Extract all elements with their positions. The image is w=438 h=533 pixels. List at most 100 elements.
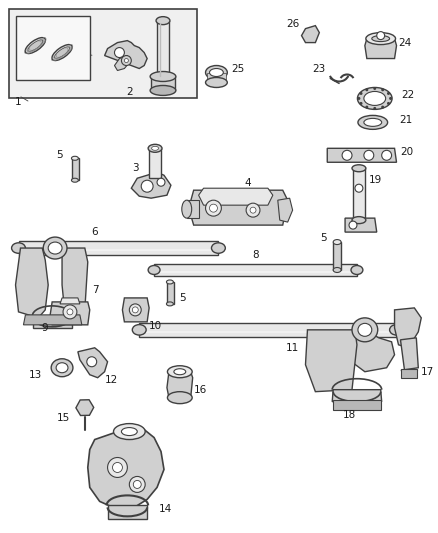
- Ellipse shape: [351, 265, 363, 274]
- Text: 18: 18: [343, 410, 356, 419]
- Polygon shape: [88, 427, 164, 510]
- Ellipse shape: [150, 85, 176, 95]
- Ellipse shape: [209, 69, 223, 77]
- Text: 25: 25: [231, 63, 244, 74]
- Polygon shape: [327, 148, 396, 162]
- Circle shape: [121, 55, 131, 66]
- Ellipse shape: [148, 144, 162, 152]
- Circle shape: [342, 150, 352, 160]
- Circle shape: [373, 107, 376, 110]
- Circle shape: [129, 304, 141, 316]
- Text: 9: 9: [42, 323, 48, 333]
- Ellipse shape: [212, 243, 225, 253]
- Ellipse shape: [166, 302, 173, 306]
- Circle shape: [129, 477, 145, 492]
- Ellipse shape: [333, 239, 341, 245]
- Circle shape: [373, 87, 376, 90]
- Polygon shape: [301, 26, 319, 43]
- Polygon shape: [278, 198, 293, 222]
- Polygon shape: [167, 372, 193, 398]
- Circle shape: [67, 309, 73, 315]
- Ellipse shape: [182, 200, 192, 218]
- Text: 3: 3: [133, 163, 139, 173]
- Text: 24: 24: [399, 38, 412, 47]
- Ellipse shape: [71, 156, 78, 160]
- Ellipse shape: [352, 216, 366, 224]
- Polygon shape: [122, 298, 149, 322]
- Circle shape: [389, 97, 392, 100]
- Polygon shape: [187, 200, 198, 218]
- Circle shape: [141, 180, 153, 192]
- Circle shape: [377, 31, 385, 39]
- Ellipse shape: [148, 265, 160, 274]
- Text: 14: 14: [159, 504, 172, 514]
- Bar: [333, 242, 341, 270]
- Ellipse shape: [358, 116, 388, 130]
- Text: 21: 21: [399, 115, 413, 125]
- Polygon shape: [18, 241, 219, 255]
- Circle shape: [157, 178, 165, 186]
- Bar: [167, 282, 174, 304]
- Circle shape: [205, 200, 221, 216]
- Ellipse shape: [132, 325, 146, 335]
- Ellipse shape: [358, 324, 372, 336]
- Polygon shape: [365, 38, 396, 59]
- Text: 26: 26: [286, 19, 300, 29]
- Polygon shape: [24, 315, 82, 325]
- Text: 1: 1: [15, 98, 22, 108]
- Text: 5: 5: [57, 150, 63, 160]
- Polygon shape: [395, 308, 421, 348]
- Text: 5: 5: [321, 233, 327, 243]
- Circle shape: [355, 184, 363, 192]
- Ellipse shape: [352, 165, 366, 172]
- Circle shape: [387, 92, 390, 95]
- Circle shape: [381, 88, 384, 91]
- Ellipse shape: [48, 242, 62, 254]
- Ellipse shape: [152, 147, 159, 150]
- Circle shape: [357, 97, 360, 100]
- Ellipse shape: [167, 392, 192, 403]
- Circle shape: [63, 305, 77, 319]
- Bar: [72, 158, 79, 180]
- Text: 2: 2: [126, 87, 133, 98]
- Ellipse shape: [113, 424, 145, 440]
- Polygon shape: [149, 148, 161, 178]
- Ellipse shape: [364, 92, 385, 106]
- Circle shape: [381, 106, 384, 109]
- Circle shape: [381, 150, 392, 160]
- Circle shape: [349, 221, 357, 229]
- Ellipse shape: [11, 243, 25, 253]
- Ellipse shape: [357, 87, 392, 109]
- Ellipse shape: [43, 237, 67, 259]
- Text: 17: 17: [421, 367, 434, 377]
- Polygon shape: [139, 323, 396, 337]
- Ellipse shape: [156, 17, 170, 25]
- Circle shape: [132, 307, 138, 313]
- Ellipse shape: [25, 38, 46, 53]
- Circle shape: [250, 207, 256, 213]
- Ellipse shape: [55, 47, 70, 58]
- Circle shape: [113, 463, 122, 472]
- Ellipse shape: [333, 268, 341, 272]
- Polygon shape: [108, 505, 147, 519]
- Polygon shape: [402, 369, 417, 378]
- Ellipse shape: [28, 40, 43, 51]
- Text: 19: 19: [369, 175, 382, 185]
- Polygon shape: [151, 77, 175, 91]
- Circle shape: [114, 47, 124, 58]
- Polygon shape: [157, 21, 169, 78]
- Text: 15: 15: [57, 413, 70, 423]
- Polygon shape: [154, 264, 357, 276]
- Circle shape: [387, 102, 390, 105]
- Ellipse shape: [56, 363, 68, 373]
- Circle shape: [133, 480, 141, 488]
- Ellipse shape: [121, 427, 137, 435]
- Circle shape: [365, 88, 368, 91]
- Text: 8: 8: [253, 250, 259, 260]
- Circle shape: [124, 59, 128, 62]
- Ellipse shape: [51, 359, 73, 377]
- Polygon shape: [60, 298, 80, 304]
- Polygon shape: [15, 248, 48, 318]
- Text: 16: 16: [194, 385, 207, 394]
- Ellipse shape: [389, 325, 403, 335]
